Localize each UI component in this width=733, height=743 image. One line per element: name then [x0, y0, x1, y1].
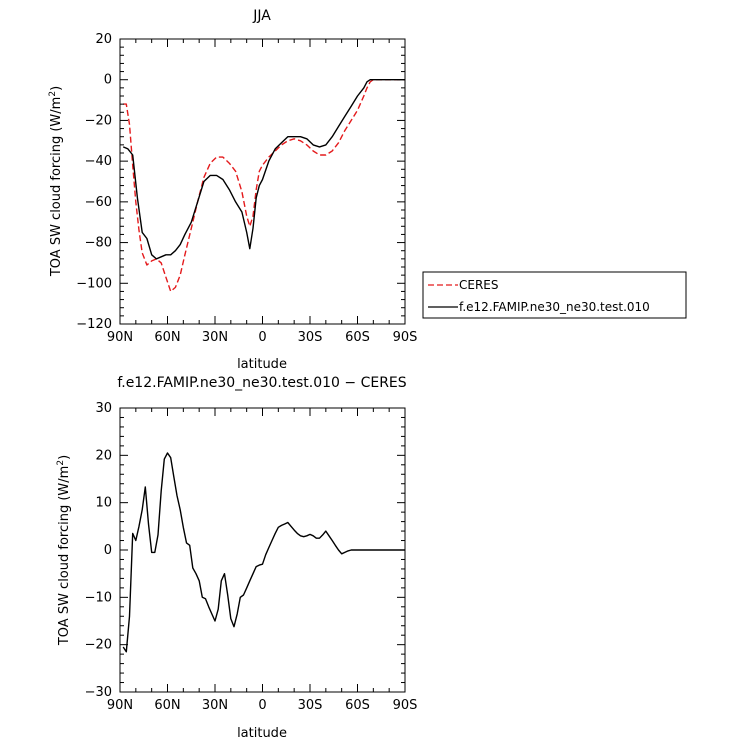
top-xtick-label: 30N: [202, 330, 228, 345]
top-xtick-label: 90S: [393, 330, 418, 345]
top-panel: JJA −120 −100 −80 −60 −40 −20 0 20 90N 60N 30N 0 30…: [48, 8, 417, 372]
bot-xtick-label: 60S: [345, 698, 370, 713]
bottom-y-axis-label-sup: 2: [56, 460, 66, 466]
bottom-y-ticks: −30 −20 −10 0 10 20 30: [85, 401, 405, 700]
bottom-y-axis-label-main: TOA SW cloud forcing (W/m: [57, 466, 72, 647]
legend: CERES f.e12.FAMIP.ne30_ne30.test.010: [422, 271, 687, 319]
bot-ytick-label: −30: [85, 685, 112, 700]
top-y-axis-label-end: ): [49, 86, 64, 91]
bottom-title: f.e12.FAMIP.ne30_ne30.test.010 − CERES: [117, 375, 406, 391]
top-series-group: [122, 78, 405, 293]
bottom-x-axis-label: latitude: [237, 726, 287, 741]
top-x-axis-label: latitude: [237, 357, 287, 372]
top-x-ticks: 90N 60N 30N 0 30S 60S 90S: [107, 39, 418, 345]
top-ytick-label: 0: [104, 73, 112, 88]
top-ytick-label: −120: [76, 317, 112, 332]
top-xtick-label: 60N: [154, 330, 180, 345]
top-ytick-label: −20: [85, 113, 112, 128]
bot-ytick-label: 20: [95, 448, 112, 463]
bot-xtick-label: 90S: [393, 698, 418, 713]
bot-xtick-label: 30S: [298, 698, 323, 713]
bot-xtick-label: 0: [258, 698, 266, 713]
bot-xtick-label: 90N: [107, 698, 133, 713]
bot-xtick-label: 60N: [154, 698, 180, 713]
bottom-x-ticks: 90N 60N 30N 0 30S 60S 90S: [107, 408, 418, 713]
legend-box: [422, 271, 687, 319]
bot-ytick-label: 10: [95, 496, 112, 511]
bot-ytick-label: 0: [104, 543, 112, 558]
bot-ytick-label: −20: [85, 638, 112, 653]
top-xtick-label: 90N: [107, 330, 133, 345]
top-title: JJA: [252, 8, 271, 24]
bottom-y-axis-label: TOA SW cloud forcing (W/m2): [56, 455, 72, 646]
bottom-panel: f.e12.FAMIP.ne30_ne30.test.010 − CERES −…: [56, 375, 417, 741]
top-ytick-label: −100: [76, 276, 112, 291]
legend-label-ceres: CERES: [459, 278, 499, 292]
top-ytick-label: −40: [85, 154, 112, 169]
top-xtick-label: 30S: [298, 330, 323, 345]
bottom-y-axis-label-end: ): [57, 455, 72, 460]
top-y-ticks: −120 −100 −80 −60 −40 −20 0 20: [76, 32, 405, 332]
top-ytick-label: 20: [95, 32, 112, 47]
bot-xtick-label: 30N: [202, 698, 228, 713]
bot-ytick-label: 30: [95, 401, 112, 416]
top-y-axis-label-sup: 2: [48, 91, 58, 97]
top-ytick-label: −60: [85, 195, 112, 210]
top-series-line-0: [123, 78, 405, 293]
top-xtick-label: 0: [258, 330, 266, 345]
bot-ytick-label: −10: [85, 590, 112, 605]
top-y-axis-label-main: TOA SW cloud forcing (W/m: [49, 97, 64, 278]
legend-label-model: f.e12.FAMIP.ne30_ne30.test.010: [459, 300, 650, 314]
top-xtick-label: 60S: [345, 330, 370, 345]
top-ytick-label: −80: [85, 236, 112, 251]
bot-series-line-0: [122, 452, 405, 653]
top-y-axis-label: TOA SW cloud forcing (W/m2): [48, 86, 64, 277]
top-series-line-1: [122, 78, 405, 260]
bottom-series-group: [122, 452, 405, 653]
top-plot-frame: [119, 38, 406, 325]
